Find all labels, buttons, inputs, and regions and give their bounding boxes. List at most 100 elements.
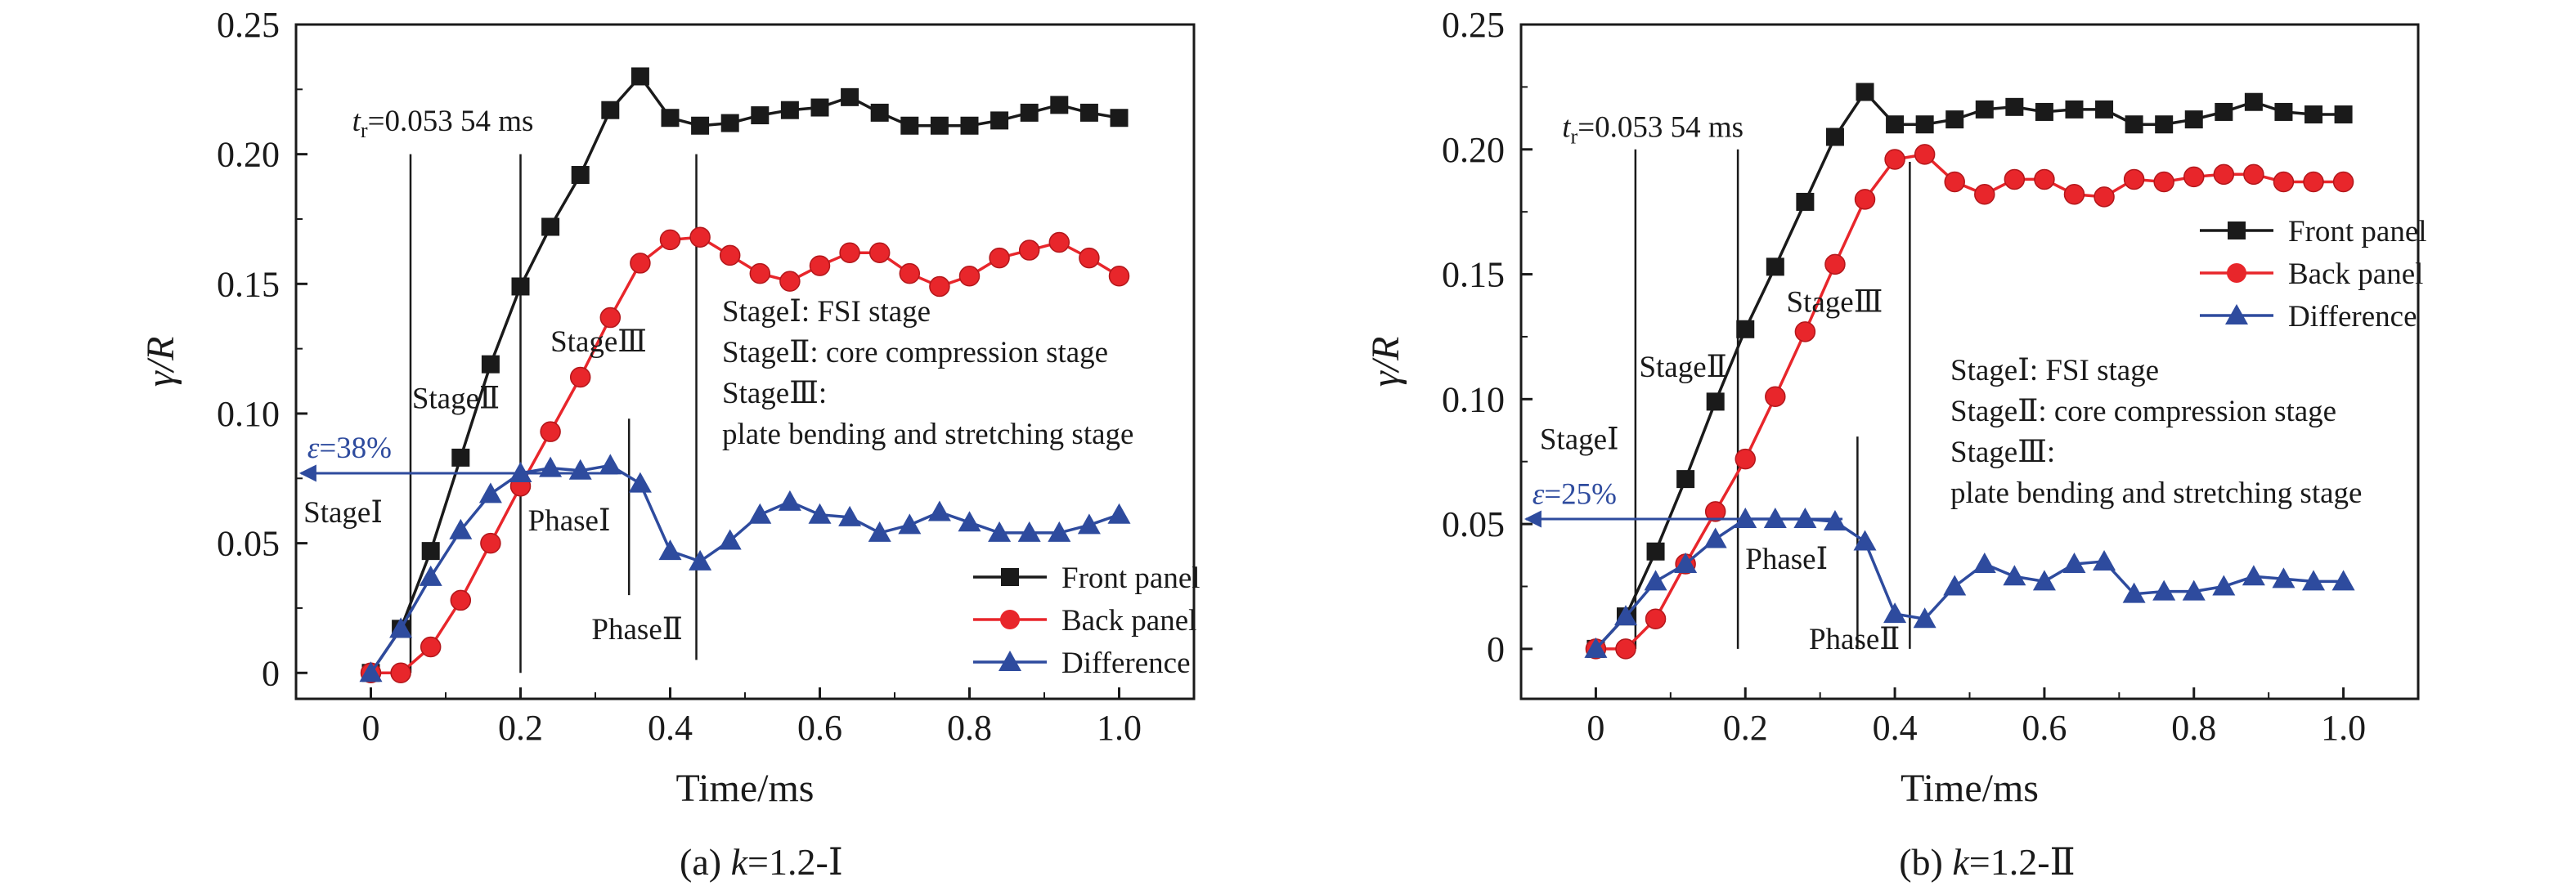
data-point-square bbox=[870, 103, 889, 122]
data-point-circle bbox=[2063, 184, 2085, 205]
x-tick-label: 0.6 bbox=[2022, 708, 2067, 748]
data-point-circle bbox=[2034, 168, 2055, 190]
data-point-square bbox=[1975, 100, 1994, 119]
data-point-square bbox=[2334, 105, 2353, 123]
y-tick-label: 0.05 bbox=[1442, 504, 1505, 544]
y-axis-label: γ/R bbox=[1364, 337, 1407, 387]
data-point-circle bbox=[1914, 144, 1936, 165]
data-point-triangle bbox=[1883, 602, 1907, 624]
data-point-triangle bbox=[868, 521, 891, 542]
data-point-circle bbox=[1108, 266, 1130, 287]
data-point-triangle bbox=[2212, 575, 2236, 596]
data-point-triangle bbox=[389, 617, 413, 638]
data-point-square bbox=[421, 542, 440, 561]
data-point-triangle bbox=[1107, 503, 1131, 524]
data-point-square bbox=[1706, 392, 1725, 411]
stage1-label: StageⅠ bbox=[1540, 423, 1619, 456]
data-point-square bbox=[751, 106, 770, 125]
data-point-circle bbox=[689, 226, 711, 248]
data-point-triangle bbox=[718, 529, 742, 550]
y-tick-label: 0.05 bbox=[217, 524, 280, 564]
data-point-triangle bbox=[689, 549, 712, 571]
stage-description-line: StageⅠ: FSI stage bbox=[1950, 354, 2159, 387]
data-point-circle bbox=[1974, 184, 1995, 205]
data-point-triangle bbox=[1972, 553, 1996, 573]
stage3-label: StageⅢ bbox=[1787, 285, 1883, 319]
data-point-square bbox=[780, 101, 799, 119]
data-point-triangle bbox=[2122, 582, 2146, 603]
stage-description-line: StageⅢ: bbox=[722, 377, 827, 410]
stage3-label: StageⅢ bbox=[550, 325, 647, 359]
data-point-circle bbox=[1765, 386, 1786, 408]
data-point-circle bbox=[989, 247, 1010, 269]
x-tick-label: 0.6 bbox=[797, 708, 842, 748]
data-point-square bbox=[2215, 102, 2233, 121]
data-point-square bbox=[2304, 105, 2323, 123]
x-axis-label: Time/ms bbox=[1901, 767, 2039, 810]
stage1-label: StageⅠ bbox=[303, 496, 383, 530]
x-tick-label: 0 bbox=[1586, 708, 1604, 748]
data-point-square bbox=[631, 67, 649, 86]
data-point-triangle bbox=[2242, 565, 2265, 586]
data-point-triangle bbox=[2032, 570, 2056, 591]
data-point-square bbox=[661, 109, 680, 128]
data-point-square bbox=[2065, 100, 2084, 119]
data-point-square bbox=[1796, 192, 1815, 211]
x-tick-label: 1.0 bbox=[2321, 708, 2366, 748]
x-tick-label: 0.4 bbox=[1873, 708, 1918, 748]
data-point-triangle bbox=[898, 513, 922, 535]
data-point-square bbox=[541, 217, 560, 236]
data-point-circle bbox=[2273, 171, 2295, 193]
legend-label: Front panel bbox=[1061, 562, 1200, 595]
legend-marker-triangle bbox=[999, 651, 1021, 671]
data-point-circle bbox=[1824, 253, 1846, 275]
epsilon-label: ε=25% bbox=[1533, 478, 1617, 512]
y-tick-label: 0.20 bbox=[1442, 130, 1505, 170]
data-point-circle bbox=[779, 271, 801, 292]
legend-label: Difference bbox=[1061, 647, 1191, 680]
stage-description-line: plate bending and stretching stage bbox=[1950, 477, 2362, 510]
data-point-triangle bbox=[927, 500, 951, 521]
data-point-square bbox=[1856, 83, 1874, 101]
data-point-triangle bbox=[838, 505, 862, 526]
stage-description-line: StageⅢ: bbox=[1950, 436, 2055, 469]
stage-description-line: StageⅠ: FSI stage bbox=[722, 295, 931, 329]
data-point-circle bbox=[1794, 321, 1816, 342]
data-point-square bbox=[900, 116, 919, 135]
phase1-label: PhaseⅠ bbox=[528, 504, 611, 538]
data-point-square bbox=[1825, 128, 1844, 146]
data-point-triangle bbox=[958, 511, 981, 532]
data-point-circle bbox=[2094, 186, 2115, 208]
data-point-circle bbox=[2123, 168, 2145, 190]
data-point-circle bbox=[450, 589, 472, 611]
data-point-square bbox=[2095, 100, 2114, 119]
data-point-triangle bbox=[2093, 549, 2116, 571]
y-tick-label: 0.25 bbox=[1442, 5, 1505, 45]
data-point-triangle bbox=[1823, 510, 1847, 531]
legend: Front panel Back panel Difference bbox=[2200, 215, 2427, 333]
data-point-triangle bbox=[988, 521, 1012, 542]
data-point-circle bbox=[599, 307, 622, 329]
data-point-circle bbox=[630, 253, 651, 274]
rise-time-label: tr=0.053 54 ms bbox=[1562, 111, 1744, 149]
data-point-circle bbox=[1645, 608, 1667, 629]
y-axis-label: γ/R bbox=[139, 337, 182, 387]
data-point-circle bbox=[1079, 247, 1100, 269]
data-point-square bbox=[1050, 96, 1069, 114]
data-point-triangle bbox=[1703, 527, 1727, 548]
data-point-circle bbox=[1735, 448, 1756, 470]
data-point-square bbox=[841, 87, 859, 106]
data-point-circle bbox=[2213, 163, 2235, 186]
data-point-circle bbox=[659, 229, 681, 251]
x-tick-label: 0.2 bbox=[1723, 708, 1768, 748]
y-tick-label: 0.25 bbox=[217, 5, 280, 45]
data-point-circle bbox=[2183, 166, 2205, 188]
data-point-triangle bbox=[359, 661, 383, 682]
stage-description-line: StageⅡ: core compression stage bbox=[1950, 395, 2336, 428]
data-point-square bbox=[2035, 102, 2053, 121]
data-point-triangle bbox=[599, 454, 622, 475]
data-point-triangle bbox=[1017, 521, 1041, 542]
data-point-triangle bbox=[1584, 637, 1608, 658]
data-point-circle bbox=[1884, 149, 1905, 170]
